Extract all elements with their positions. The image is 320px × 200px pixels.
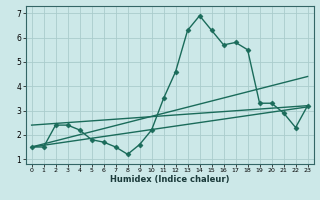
X-axis label: Humidex (Indice chaleur): Humidex (Indice chaleur) [110, 175, 229, 184]
